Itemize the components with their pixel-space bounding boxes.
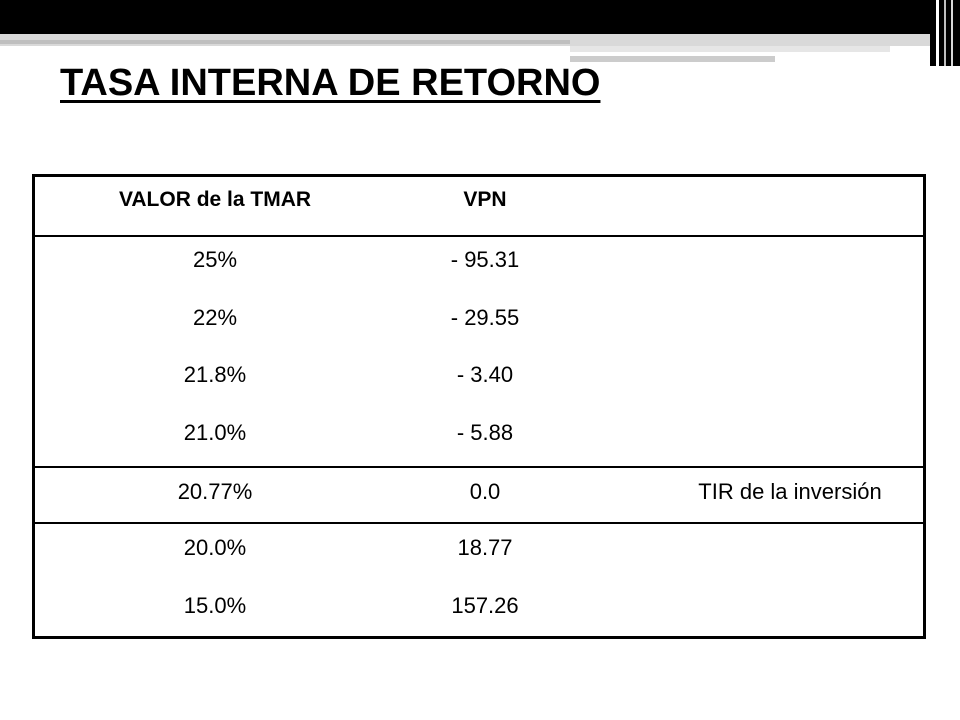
tir-row-top-divider — [35, 466, 923, 468]
table-cell-note: TIR de la inversión — [698, 479, 882, 504]
table-cell-tmar: 15.0% — [183, 593, 247, 618]
table-cell-tmar: 20.0% — [183, 535, 247, 560]
header-tmar: VALOR de la TMAR — [118, 188, 312, 211]
table-cell-vpn: - 29.55 — [450, 305, 520, 330]
table-cell-vpn: - 5.88 — [456, 420, 514, 445]
tir-row-bottom-divider — [35, 522, 923, 524]
table-cell-vpn: - 95.31 — [450, 247, 520, 272]
table-cell-vpn: 18.77 — [457, 535, 513, 560]
table-cell-tmar: 20.77% — [177, 479, 253, 504]
tir-table: VALOR de la TMAR VPN 25% - 95.31 22% - 2… — [32, 174, 926, 639]
header-vpn: VPN — [463, 188, 507, 211]
table-cell-tmar: 22% — [192, 305, 238, 330]
header-divider — [35, 235, 923, 237]
top-decorative-stripe-2 — [0, 40, 570, 44]
top-decorative-end-line-2 — [944, 0, 946, 66]
top-decorative-end-line-3 — [951, 0, 953, 66]
table-cell-tmar: 21.0% — [183, 420, 247, 445]
top-decorative-stripe-3 — [570, 46, 890, 52]
top-decorative-end-line-1 — [936, 0, 939, 66]
top-decorative-bar — [0, 0, 960, 34]
table-cell-tmar: 25% — [192, 247, 238, 272]
table-cell-vpn: 0.0 — [469, 479, 501, 504]
page-title: TASA INTERNA DE RETORNO — [60, 62, 601, 104]
table-cell-tmar: 21.8% — [183, 362, 247, 387]
top-decorative-stripe-4 — [570, 56, 775, 62]
table-cell-vpn: 157.26 — [451, 593, 519, 618]
table-cell-vpn: - 3.40 — [456, 362, 514, 387]
